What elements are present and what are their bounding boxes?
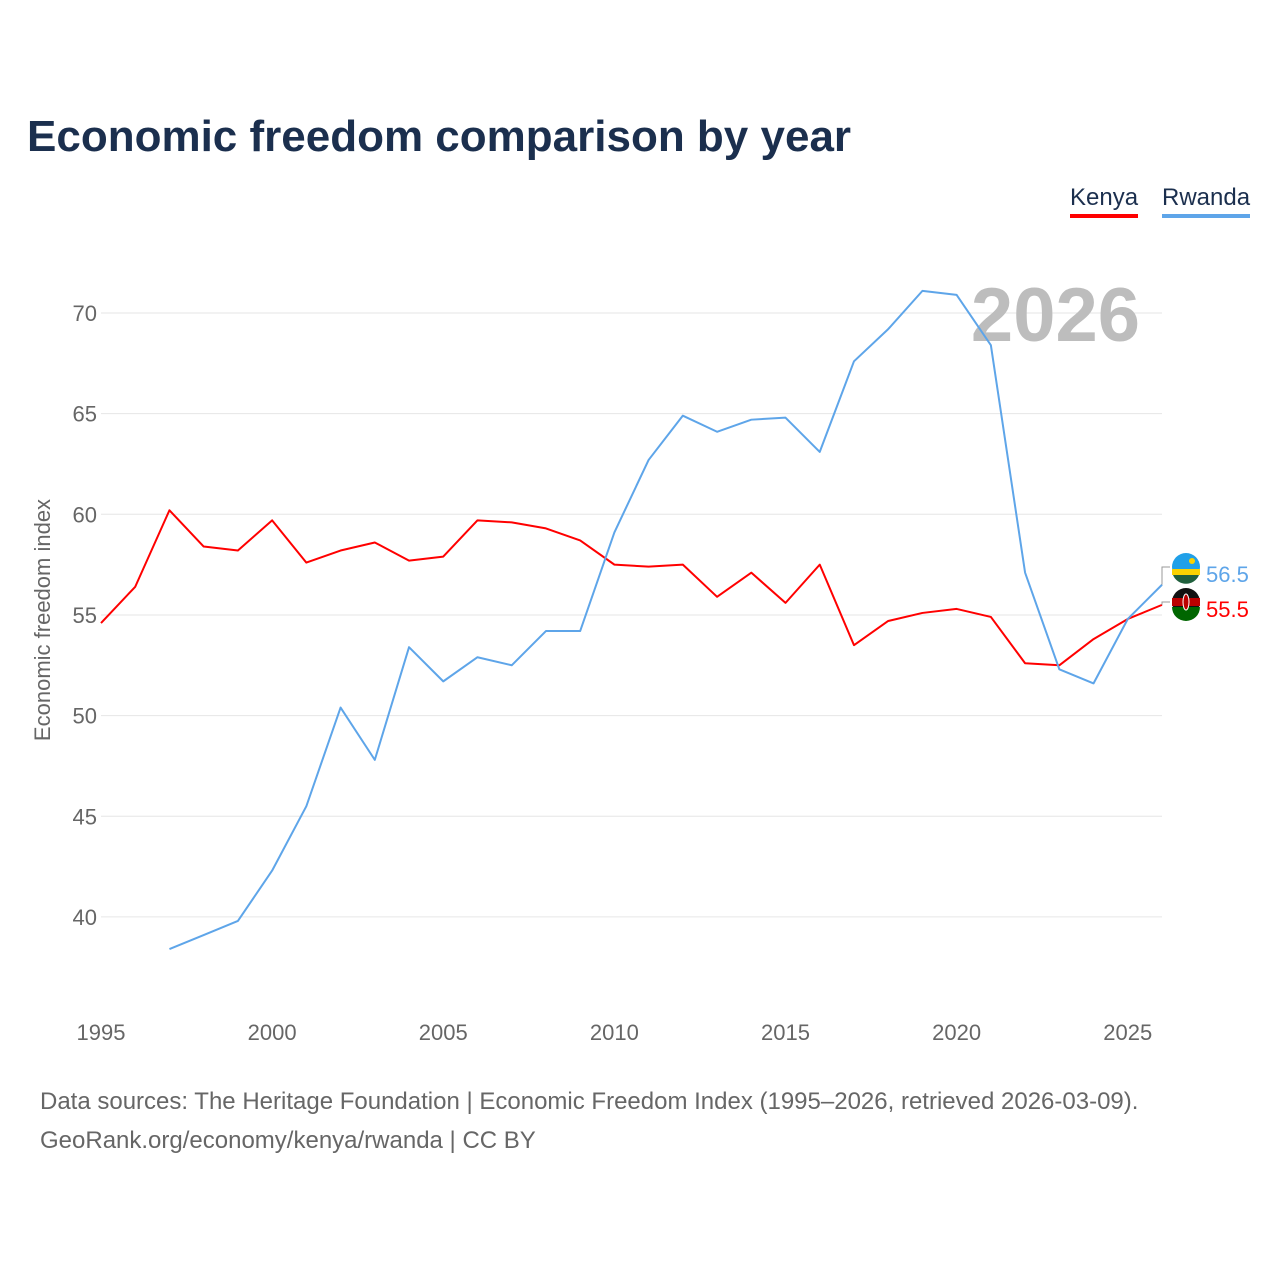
x-tick-label: 2005 [419, 1020, 468, 1045]
chart-title: Economic freedom comparison by year [27, 112, 852, 161]
end-value-label: 56.5 [1206, 562, 1249, 587]
end-connector [1161, 566, 1170, 585]
legend-item-rwanda[interactable]: Rwanda [1162, 184, 1251, 218]
y-tick-label: 50 [73, 704, 97, 729]
y-tick-label: 45 [73, 804, 97, 829]
y-tick-label: 70 [73, 301, 97, 326]
footer-sources: Data sources: The Heritage Foundation | … [40, 1088, 1139, 1115]
x-tick-label: 1995 [77, 1020, 126, 1045]
series-line-rwanda [169, 289, 1163, 951]
flag-band-yellow [1172, 569, 1200, 575]
y-tick-label: 60 [73, 502, 97, 527]
x-tick-label: 2010 [590, 1020, 639, 1045]
year-watermark: 2026 [971, 273, 1140, 358]
x-tick-label: 2020 [932, 1020, 981, 1045]
flag-sun [1189, 558, 1195, 564]
kenya-flag-icon [1172, 588, 1200, 621]
x-tick-label: 2025 [1103, 1020, 1152, 1045]
rwanda-flag-icon [1172, 553, 1200, 584]
end-value-label: 55.5 [1206, 597, 1249, 622]
legend-item-kenya[interactable]: Kenya [1070, 184, 1139, 218]
footer-credit: GeoRank.org/economy/kenya/rwanda | CC BY [40, 1127, 536, 1154]
series-line-kenya [100, 509, 1163, 667]
end-connector [1161, 601, 1170, 605]
y-tick-label: 65 [73, 402, 97, 427]
x-tick-label: 2015 [761, 1020, 810, 1045]
flag-shield [1182, 593, 1190, 611]
x-tick-label: 2000 [248, 1020, 297, 1045]
flag-band-green [1172, 607, 1200, 621]
flag-band-green [1173, 575, 1199, 584]
y-axis-label: Economic freedom index [30, 499, 55, 741]
y-tick-label: 40 [73, 905, 97, 930]
y-tick-label: 55 [73, 603, 97, 628]
